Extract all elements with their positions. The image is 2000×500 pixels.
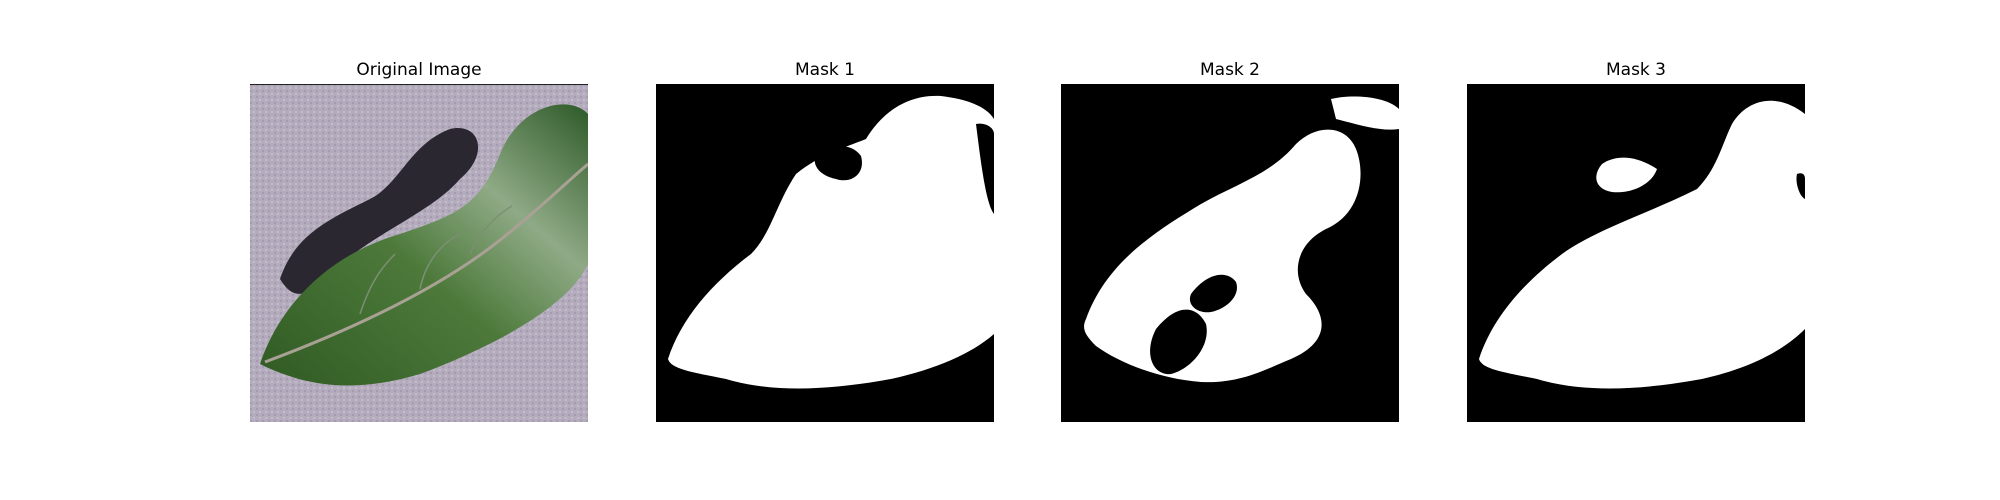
mask-1-region [668,95,994,389]
leaf-shadow [280,128,479,294]
mask-2-region [1084,129,1361,383]
mask-3-image [1467,84,1805,422]
mask-3-region [1479,100,1805,389]
mask-3-panel: Mask 3 [1467,57,1805,422]
mask-1-title: Mask 1 [794,60,855,80]
original-image-title: Original Image [356,60,482,80]
mask-1-image [656,84,994,422]
original-image-panel: Original Image [250,57,588,422]
mask-2-panel: Mask 2 [1061,57,1399,422]
leaf [260,104,588,386]
mask-2-image [1061,84,1399,422]
mask-2-title: Mask 2 [1199,60,1260,80]
mask-3-title: Mask 3 [1605,60,1666,80]
mask-1-panel: Mask 1 [656,57,994,422]
leaf-midrib [264,162,588,364]
original-image [250,84,588,422]
